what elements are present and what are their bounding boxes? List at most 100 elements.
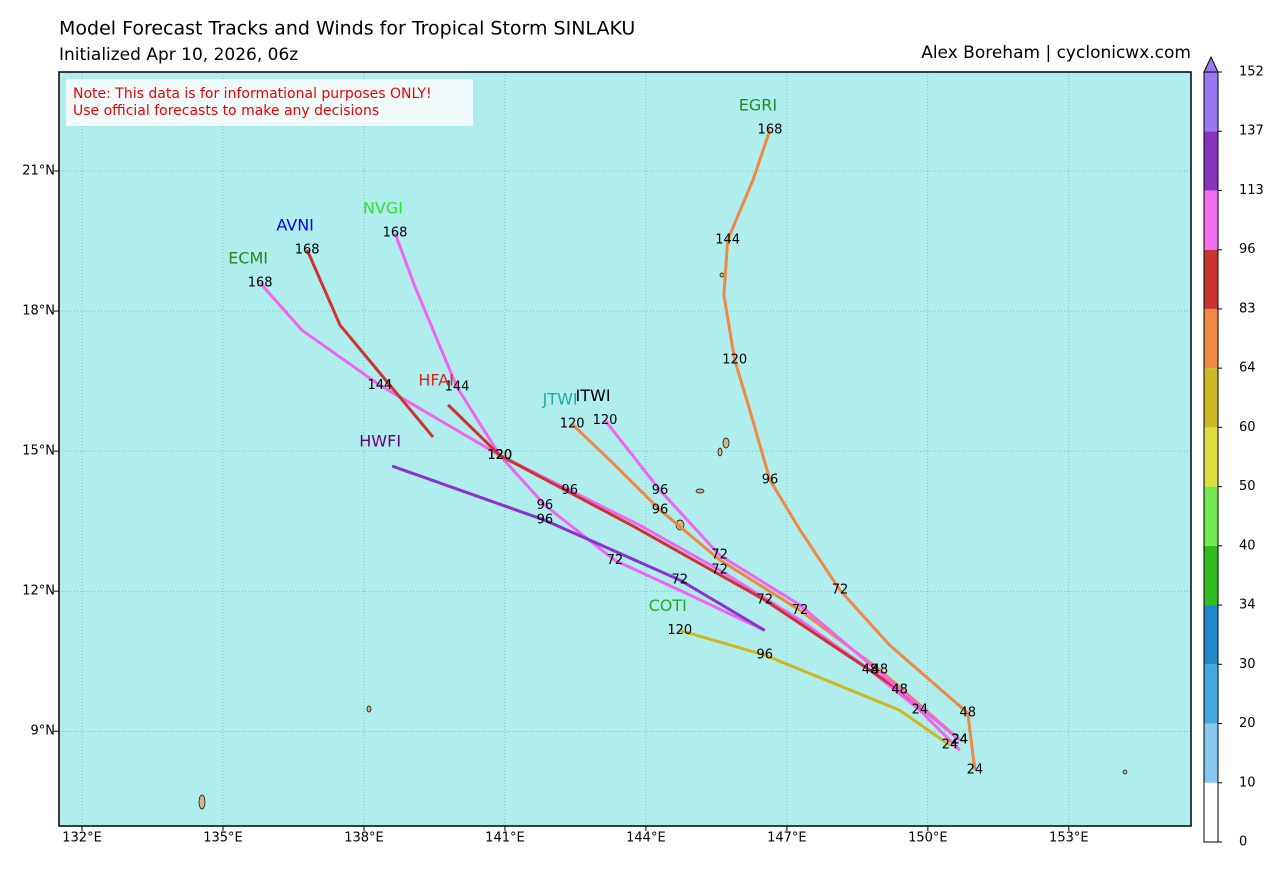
forecast-hour: 72: [711, 563, 728, 578]
note-box: [66, 79, 473, 126]
colorbar-label: 0: [1239, 835, 1247, 850]
forecast-hour: 96: [652, 483, 669, 498]
colorbar-segment: [1204, 308, 1218, 369]
model-name: NVGI: [363, 199, 403, 218]
colorbar-segment: [1204, 249, 1218, 309]
colorbar-segment: [1204, 664, 1218, 724]
forecast-hour: 168: [248, 276, 273, 291]
forecast-hour: 144: [715, 233, 740, 248]
x-tick-label: 138°E: [344, 831, 384, 846]
map-frame: [58, 71, 1192, 827]
model-track: [679, 628, 951, 747]
credit: Alex Boreham | cyclonicwx.com: [921, 43, 1191, 63]
colorbar-label: 40: [1239, 538, 1256, 553]
colorbar-label: 96: [1239, 242, 1256, 257]
forecast-hour: 120: [722, 353, 747, 368]
forecast-hour: 72: [757, 593, 774, 608]
model-track: [305, 249, 435, 439]
x-tick-label: 132°E: [62, 831, 102, 846]
colorbar-label: 113: [1239, 183, 1264, 198]
forecast-hour: 144: [368, 378, 393, 393]
x-tick-label: 135°E: [203, 831, 243, 846]
forecast-hour: 96: [537, 498, 554, 513]
title: Model Forecast Tracks and Winds for Trop…: [59, 18, 635, 40]
forecast-hour: 96: [757, 648, 774, 663]
model-name: COTI: [649, 596, 687, 615]
forecast-hour: 96: [562, 483, 579, 498]
forecast-hour: 72: [711, 548, 728, 563]
colorbar-label: 83: [1239, 301, 1256, 316]
model-track: [258, 282, 961, 752]
note-line: Use official forecasts to make any decis…: [73, 103, 379, 119]
model-track: [571, 422, 961, 742]
colorbar-segment: [1204, 131, 1218, 191]
forecast-hour: 96: [652, 502, 669, 517]
colorbar-frame: [1203, 71, 1219, 843]
model-name: AVNI: [276, 215, 314, 234]
model-name: JTWI: [542, 390, 578, 409]
forecast-hour: 120: [487, 448, 512, 463]
y-tick-label: 9°N: [31, 724, 56, 739]
colorbar-label: 10: [1239, 775, 1256, 790]
colorbar-segment: [1204, 368, 1218, 428]
colorbar-label: 50: [1239, 479, 1256, 494]
model-name: ITWI: [576, 386, 611, 405]
colorbar-segment: [1204, 545, 1218, 606]
forecast-hour: 96: [762, 473, 779, 488]
colorbar-label: 30: [1239, 657, 1256, 672]
forecast-hour: 120: [593, 413, 618, 428]
colorbar-segment: [1204, 605, 1218, 665]
forecast-hour: 72: [671, 572, 688, 587]
forecast-hour: 168: [758, 122, 783, 137]
model-track: [391, 464, 766, 632]
x-tick-label: 150°E: [908, 831, 948, 846]
note-line: Note: This data is for informational pur…: [73, 86, 432, 102]
forecast-hour: 24: [952, 733, 969, 748]
x-tick-label: 147°E: [767, 831, 807, 846]
forecast-hour: 120: [487, 448, 512, 463]
colorbar-extend: [1203, 55, 1219, 73]
x-tick-label: 144°E: [626, 831, 666, 846]
forecast-hour: 168: [295, 242, 320, 257]
model-name: HFAI: [418, 370, 453, 389]
colorbar-label: 64: [1239, 361, 1256, 376]
forecast-hour: 120: [487, 448, 512, 463]
forecast-hour: 120: [560, 417, 585, 432]
subtitle: Initialized Apr 10, 2026, 06z: [59, 45, 298, 65]
forecast-hour: 72: [607, 553, 624, 568]
colorbar-label: 20: [1239, 716, 1256, 731]
model-track: [722, 129, 977, 771]
colorbar-segment: [1204, 427, 1218, 487]
forecast-hour: 48: [891, 683, 908, 698]
model-name: HWFI: [359, 432, 401, 451]
forecast-hour: 24: [952, 733, 969, 748]
forecast-hour: 72: [792, 603, 809, 618]
colorbar-label: 60: [1239, 420, 1256, 435]
forecast-hour: 48: [872, 663, 889, 678]
y-tick-label: 21°N: [22, 163, 55, 178]
colorbar-segment: [1204, 486, 1218, 546]
y-tick-label: 18°N: [22, 304, 55, 319]
colorbar-segment: [1204, 782, 1218, 842]
forecast-hour: 24: [912, 703, 929, 718]
forecast-hour: 24: [952, 733, 969, 748]
forecast-hour: 24: [967, 762, 984, 777]
colorbar-segment: [1204, 190, 1218, 250]
colorbar-label: 152: [1239, 65, 1264, 80]
forecast-hour: 48: [862, 663, 879, 678]
colorbar-label: 34: [1239, 598, 1256, 613]
model-track: [603, 419, 961, 742]
forecast-hour: 48: [960, 706, 977, 721]
x-tick-label: 153°E: [1049, 831, 1089, 846]
x-tick-label: 141°E: [485, 831, 525, 846]
y-tick-label: 12°N: [22, 584, 55, 599]
forecast-hour: 24: [942, 738, 959, 753]
forecast-hour: 72: [832, 583, 849, 598]
colorbar-label: 137: [1239, 124, 1264, 139]
model-track: [393, 232, 766, 632]
map-area: [59, 72, 1191, 826]
colorbar-segment: [1204, 723, 1218, 783]
forecast-hour: 120: [667, 623, 692, 638]
islands: [198, 272, 1128, 810]
